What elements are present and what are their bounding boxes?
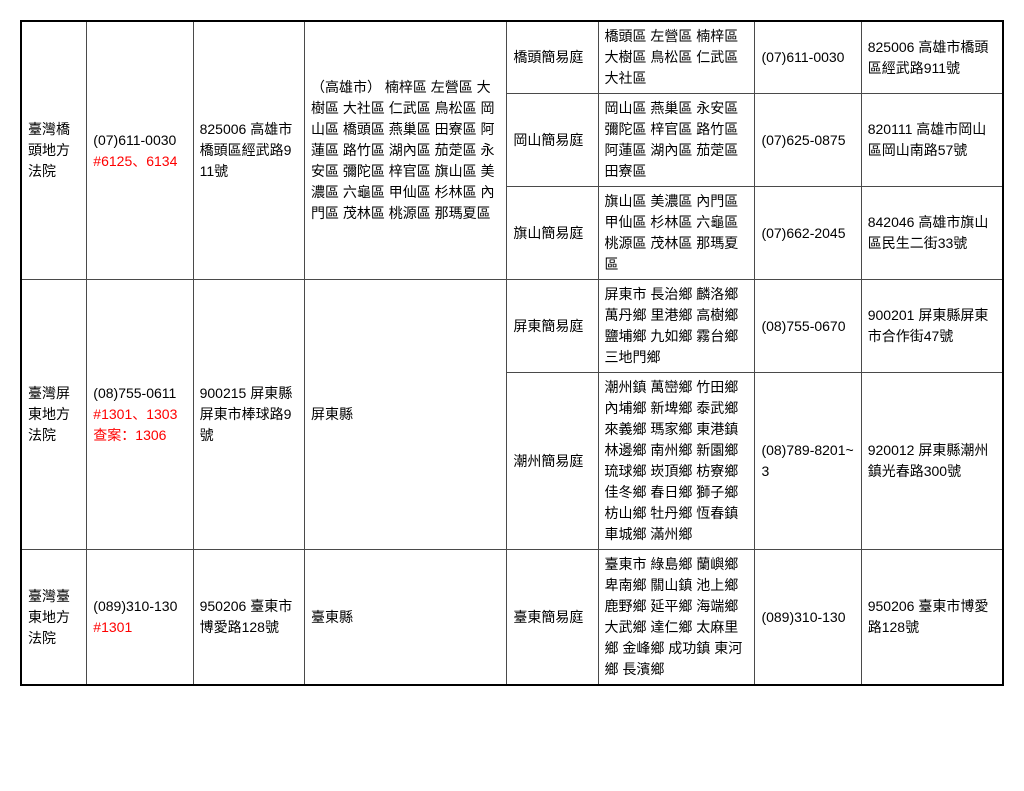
table-row: 臺灣橋頭地方法院 (07)611-0030 #6125、6134 825006 …: [21, 21, 1003, 94]
court-jurisdiction: 臺東縣: [304, 550, 506, 686]
court-name: 臺灣屏東地方法院: [21, 280, 87, 550]
simple-court-phone: (07)662-2045: [755, 187, 861, 280]
phone-main: (07)611-0030: [93, 132, 176, 148]
phone-ext: #1301: [93, 619, 132, 635]
court-name: 臺灣橋頭地方法院: [21, 21, 87, 280]
simple-court-phone: (08)789-8201~3: [755, 373, 861, 550]
phone-main: (089)310-130: [93, 598, 177, 614]
phone-ext-case: 查案：1306: [93, 427, 166, 443]
court-phone: (07)611-0030 #6125、6134: [87, 21, 193, 280]
simple-court-name: 屏東簡易庭: [507, 280, 598, 373]
phone-main: (08)755-0611: [93, 385, 176, 401]
simple-court-address: 842046 高雄市旗山區民生二街33號: [861, 187, 1003, 280]
simple-court-districts: 臺東市 綠島鄉 蘭嶼鄉 卑南鄉 關山鎮 池上鄉 鹿野鄉 延平鄉 海端鄉 大武鄉 …: [598, 550, 755, 686]
court-phone: (089)310-130 #1301: [87, 550, 193, 686]
court-jurisdiction: （高雄市） 楠梓區 左營區 大樹區 大社區 仁武區 鳥松區 岡山區 橋頭區 燕巢…: [304, 21, 506, 280]
simple-court-address: 900201 屏東縣屏東市合作街47號: [861, 280, 1003, 373]
phone-ext: #6125、6134: [93, 153, 177, 169]
simple-court-address: 950206 臺東市博愛路128號: [861, 550, 1003, 686]
simple-court-name: 潮州簡易庭: [507, 373, 598, 550]
simple-court-districts: 橋頭區 左營區 楠梓區 大樹區 鳥松區 仁武區 大社區: [598, 21, 755, 94]
court-directory-table: 臺灣橋頭地方法院 (07)611-0030 #6125、6134 825006 …: [20, 20, 1004, 686]
simple-court-phone: (089)310-130: [755, 550, 861, 686]
simple-court-name: 臺東簡易庭: [507, 550, 598, 686]
simple-court-phone: (07)625-0875: [755, 94, 861, 187]
table-row: 臺灣屏東地方法院 (08)755-0611 #1301、1303 查案：1306…: [21, 280, 1003, 373]
simple-court-districts: 屏東市 長治鄉 麟洛鄉 萬丹鄉 里港鄉 高樹鄉 鹽埔鄉 九如鄉 霧台鄉 三地門鄉: [598, 280, 755, 373]
simple-court-districts: 潮州鎮 萬巒鄉 竹田鄉 內埔鄉 新埤鄉 泰武鄉 來義鄉 瑪家鄉 東港鎮 林邊鄉 …: [598, 373, 755, 550]
court-address: 825006 高雄市橋頭區經武路911號: [193, 21, 304, 280]
simple-court-name: 旗山簡易庭: [507, 187, 598, 280]
simple-court-phone: (07)611-0030: [755, 21, 861, 94]
simple-court-districts: 旗山區 美濃區 內門區 甲仙區 杉林區 六龜區 桃源區 茂林區 那瑪夏區: [598, 187, 755, 280]
simple-court-name: 橋頭簡易庭: [507, 21, 598, 94]
court-address: 950206 臺東市博愛路128號: [193, 550, 304, 686]
simple-court-address: 820111 高雄市岡山區岡山南路57號: [861, 94, 1003, 187]
table-row: 臺灣臺東地方法院 (089)310-130 #1301 950206 臺東市博愛…: [21, 550, 1003, 686]
simple-court-address: 920012 屏東縣潮州鎮光春路300號: [861, 373, 1003, 550]
phone-ext: #1301、1303: [93, 406, 177, 422]
simple-court-districts: 岡山區 燕巢區 永安區 彌陀區 梓官區 路竹區 阿蓮區 湖內區 茄萣區 田寮區: [598, 94, 755, 187]
simple-court-address: 825006 高雄市橋頭區經武路911號: [861, 21, 1003, 94]
court-jurisdiction: 屏東縣: [304, 280, 506, 550]
simple-court-phone: (08)755-0670: [755, 280, 861, 373]
court-phone: (08)755-0611 #1301、1303 查案：1306: [87, 280, 193, 550]
court-name: 臺灣臺東地方法院: [21, 550, 87, 686]
court-address: 900215 屏東縣屏東市棒球路9號: [193, 280, 304, 550]
simple-court-name: 岡山簡易庭: [507, 94, 598, 187]
